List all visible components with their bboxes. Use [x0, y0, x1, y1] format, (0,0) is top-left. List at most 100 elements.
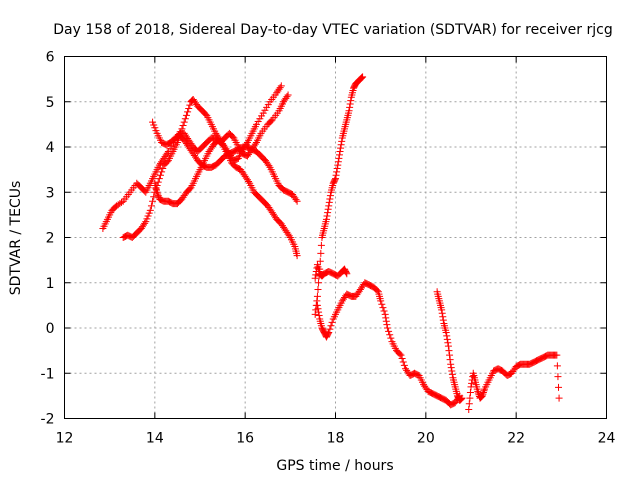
data-point [334, 158, 342, 166]
data-point [466, 394, 474, 402]
data-point [149, 197, 157, 205]
data-point [315, 308, 323, 316]
series-track-c [149, 118, 301, 205]
data-point [180, 118, 188, 126]
data-point [399, 358, 407, 366]
data-point [284, 91, 292, 99]
data-point [313, 297, 321, 305]
data-point [313, 301, 321, 309]
data-point [457, 395, 465, 403]
x-tick-label: 20 [417, 431, 435, 447]
data-point [336, 148, 344, 156]
data-point [398, 355, 406, 363]
data-point [276, 84, 284, 92]
data-point [553, 362, 561, 370]
data-point [335, 151, 343, 159]
data-point [479, 388, 487, 396]
data-point [326, 195, 334, 203]
data-point [338, 137, 346, 145]
data-point [554, 373, 562, 381]
data-point [147, 202, 155, 210]
series-track-h [433, 288, 466, 404]
data-point [345, 107, 353, 115]
data-points [99, 73, 563, 413]
data-point [326, 192, 334, 200]
data-point [555, 394, 563, 402]
data-point [332, 175, 339, 183]
data-point [150, 193, 158, 201]
data-point [328, 318, 336, 326]
data-point [184, 108, 192, 116]
y-tick-label: 4 [46, 140, 55, 156]
data-point [155, 175, 163, 183]
data-point [438, 306, 446, 314]
data-point [447, 364, 455, 372]
x-axis-label: GPS time / hours [276, 458, 393, 474]
data-point [245, 178, 253, 186]
plot-frame [64, 56, 607, 419]
data-point [396, 350, 404, 358]
x-tick-labels: 12 14 16 18 20 22 24 [56, 431, 616, 447]
data-point [465, 405, 473, 413]
y-tick-label: 6 [46, 50, 55, 66]
data-point [446, 351, 454, 359]
data-point [377, 297, 385, 305]
data-point [323, 212, 331, 220]
data-point [181, 115, 189, 123]
data-point [335, 154, 343, 162]
data-point [317, 249, 325, 257]
data-point [154, 190, 162, 198]
data-point [381, 310, 389, 318]
data-point [382, 317, 390, 325]
series-track-b [119, 91, 292, 241]
data-point [448, 370, 456, 378]
data-point [380, 307, 388, 315]
data-point [324, 330, 332, 338]
data-point [315, 312, 323, 320]
data-point [400, 361, 408, 369]
x-tick-label: 18 [327, 431, 345, 447]
y-tick-label: -2 [41, 412, 55, 428]
data-point [314, 286, 322, 294]
data-point [182, 111, 190, 119]
data-point [315, 279, 323, 287]
data-point [465, 400, 473, 408]
data-point [346, 100, 354, 108]
data-point [325, 202, 333, 210]
data-point [265, 162, 273, 170]
data-point [118, 198, 126, 206]
series-track-e [311, 73, 367, 318]
data-point [159, 164, 167, 172]
data-point [314, 305, 322, 313]
data-point [359, 73, 367, 81]
y-tick-label: 0 [46, 321, 55, 337]
series-track-g [313, 279, 464, 409]
data-point [474, 389, 482, 397]
data-point [443, 335, 451, 343]
data-point [153, 188, 161, 196]
data-point [325, 198, 333, 206]
data-point [387, 334, 395, 342]
data-point [313, 292, 321, 300]
data-point [358, 73, 366, 81]
data-point [378, 300, 386, 308]
data-point [480, 387, 488, 395]
data-point [383, 324, 391, 332]
data-point [346, 103, 354, 111]
data-point [382, 314, 390, 322]
data-point [141, 219, 149, 227]
data-point [553, 351, 561, 359]
y-tick-label: 5 [46, 95, 55, 111]
data-point [337, 144, 345, 152]
data-point [397, 351, 405, 359]
data-point [357, 74, 365, 82]
data-point [146, 206, 154, 214]
data-point [185, 105, 193, 113]
data-point [186, 101, 194, 109]
data-point [448, 367, 456, 375]
data-point [438, 309, 446, 317]
data-point [383, 321, 391, 329]
data-point [445, 347, 453, 355]
